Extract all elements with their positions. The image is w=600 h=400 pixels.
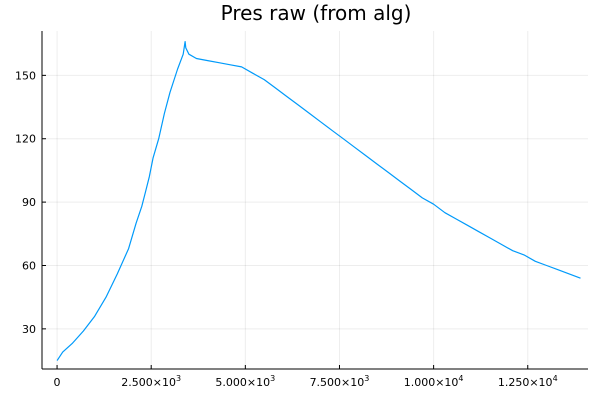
- x-ticks: 0 2.500×103 5.000×103 7.500×103 1.000×104 1.2…: [54, 365, 558, 389]
- y-tick-label: 120: [15, 133, 36, 146]
- y-tick-label: 60: [22, 259, 36, 272]
- y-tick-label: 90: [22, 196, 36, 209]
- x-tick-label: 7.500×103: [310, 374, 370, 389]
- x-tick-label: 5.000×103: [215, 374, 275, 389]
- axes: [41, 31, 588, 370]
- x-tick-label: 2.500×103: [121, 374, 181, 389]
- y-tick-label: 30: [22, 323, 36, 336]
- chart-title: Pres raw (from alg): [221, 1, 412, 25]
- y-ticks: 30 60 90 120 150: [15, 69, 46, 336]
- grid: [42, 31, 588, 369]
- y-tick-label: 150: [15, 69, 36, 82]
- x-tick-label: 1.000×104: [404, 374, 464, 389]
- x-tick-label: 0: [54, 376, 61, 389]
- x-tick-label: 1.250×104: [498, 374, 558, 389]
- plot-area: [56, 40, 581, 361]
- series-line-0: [56, 40, 581, 361]
